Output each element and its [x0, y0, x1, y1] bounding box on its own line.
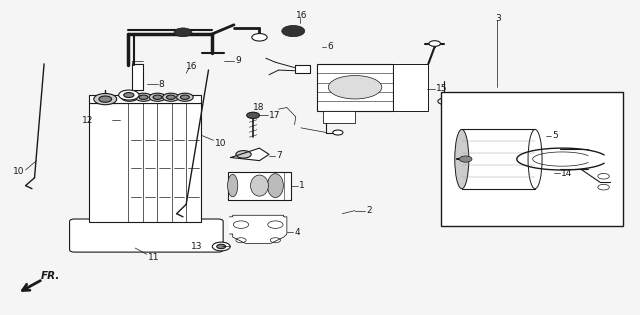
Circle shape [174, 28, 192, 37]
Circle shape [212, 242, 230, 251]
FancyBboxPatch shape [70, 219, 223, 252]
Ellipse shape [528, 129, 542, 189]
Circle shape [234, 221, 248, 228]
Circle shape [118, 90, 139, 100]
Text: 5: 5 [552, 131, 557, 140]
Text: 11: 11 [148, 253, 159, 262]
Bar [323, 111, 355, 123]
Ellipse shape [250, 175, 268, 196]
Circle shape [438, 98, 451, 104]
Text: 6: 6 [328, 42, 333, 51]
Bar [132, 64, 143, 90]
Bar [441, 92, 623, 226]
Circle shape [246, 112, 259, 118]
Ellipse shape [455, 129, 468, 189]
Circle shape [125, 95, 134, 100]
Bar [90, 103, 201, 221]
Text: 4: 4 [294, 228, 300, 237]
Text: 10: 10 [215, 139, 227, 148]
Text: 8: 8 [159, 80, 164, 89]
Circle shape [429, 41, 440, 46]
Circle shape [177, 93, 193, 101]
Text: 7: 7 [276, 152, 282, 160]
Circle shape [139, 95, 148, 100]
Text: 18: 18 [253, 103, 264, 112]
Text: 14: 14 [561, 169, 572, 178]
Circle shape [460, 156, 472, 162]
Circle shape [598, 184, 609, 190]
Bar [317, 64, 394, 111]
Circle shape [94, 94, 116, 105]
Circle shape [217, 244, 226, 249]
Text: 9: 9 [236, 56, 241, 65]
Circle shape [180, 95, 189, 100]
Text: 15: 15 [436, 84, 447, 93]
Circle shape [121, 93, 138, 101]
Text: 16: 16 [186, 62, 198, 72]
Text: 16: 16 [296, 11, 307, 20]
Polygon shape [231, 148, 269, 161]
Circle shape [270, 238, 280, 243]
Text: 12: 12 [83, 116, 94, 124]
Ellipse shape [328, 76, 382, 99]
Circle shape [333, 130, 343, 135]
Text: 2: 2 [366, 206, 371, 215]
Circle shape [149, 93, 166, 101]
Circle shape [163, 93, 179, 101]
Text: FR.: FR. [41, 271, 60, 281]
Bar [294, 66, 310, 73]
Ellipse shape [268, 174, 284, 198]
Circle shape [282, 26, 305, 37]
Text: 13: 13 [191, 242, 202, 251]
Circle shape [268, 221, 283, 228]
Circle shape [99, 96, 111, 102]
Text: 10: 10 [13, 167, 24, 176]
Bar [394, 64, 428, 111]
Circle shape [124, 93, 134, 98]
Bar [228, 172, 291, 200]
Ellipse shape [228, 175, 238, 197]
Text: 1: 1 [299, 181, 305, 190]
Circle shape [166, 95, 175, 100]
Bar [90, 95, 201, 103]
Circle shape [135, 93, 152, 101]
Circle shape [252, 34, 267, 41]
Text: 17: 17 [269, 111, 280, 120]
Circle shape [153, 95, 162, 100]
Polygon shape [230, 215, 287, 243]
Circle shape [236, 151, 251, 158]
Circle shape [236, 238, 246, 243]
Circle shape [598, 174, 609, 179]
Text: 3: 3 [495, 14, 501, 23]
